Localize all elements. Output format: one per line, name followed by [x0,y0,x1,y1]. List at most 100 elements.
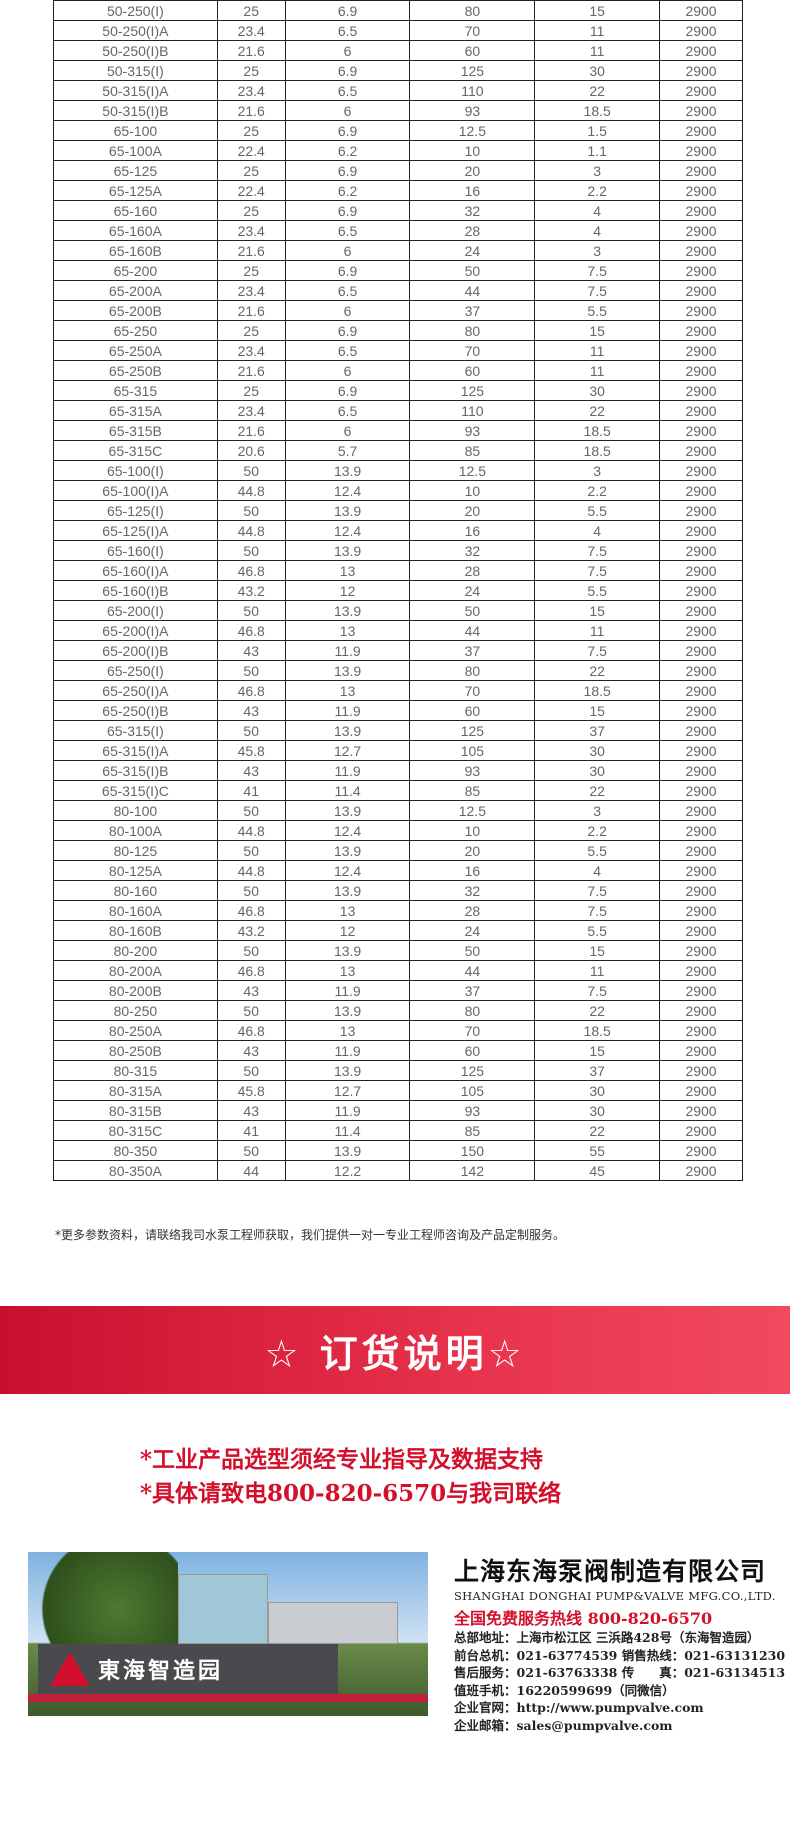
table-cell: 23.4 [216,20,286,41]
table-cell: 50-315(I)A [53,80,218,101]
table-cell: 65-160(I)A [53,560,218,581]
table-cell: 5.5 [534,300,661,321]
table-cell: 13.9 [284,500,411,521]
table-row: 65-160B 21.6 6 24 3 2900 [53,240,743,261]
table-cell: 13.9 [284,660,411,681]
table-cell: 25 [216,200,286,221]
table-cell: 2900 [659,40,743,61]
table-cell: 4 [534,520,661,541]
table-cell: 23.4 [216,400,286,421]
table-cell: 28 [409,560,536,581]
table-cell: 11.9 [284,1040,411,1061]
table-cell: 142 [409,1160,536,1181]
table-cell: 65-315A [53,400,218,421]
table-cell: 93 [409,100,536,121]
table-cell: 65-250(I) [53,660,218,681]
table-cell: 5.5 [534,840,661,861]
table-cell: 65-125(I) [53,500,218,521]
table-cell: 25 [216,60,286,81]
table-cell: 80 [409,320,536,341]
table-cell: 80-250A [53,1020,218,1041]
email[interactable]: 企业邮箱：sales@pumpvalve.com [454,1717,673,1733]
website[interactable]: 企业官网：http://www.pumpvalve.com [454,1700,704,1715]
table-cell: 93 [409,1100,536,1121]
table-cell: 2900 [659,160,743,181]
table-cell: 21.6 [216,360,286,381]
table-cell: 44 [409,620,536,641]
table-cell: 6.5 [284,220,411,241]
table-row: 65-160(I)A 46.8 13 28 7.5 2900 [53,560,743,581]
table-cell: 37 [409,300,536,321]
table-cell: 6.9 [284,120,411,141]
table-cell: 2900 [659,360,743,381]
table-cell: 44.8 [216,520,286,541]
table-row: 65-100A 22.4 6.2 10 1.1 2900 [53,140,743,161]
table-cell: 2900 [659,200,743,221]
table-cell: 11.9 [284,1100,411,1121]
table-cell: 10 [409,480,536,501]
table-cell: 105 [409,740,536,761]
table-cell: 80-125 [53,840,218,861]
table-cell: 18.5 [534,440,661,461]
table-cell: 15 [534,320,661,341]
table-cell: 2900 [659,940,743,961]
table-cell: 22 [534,660,661,681]
table-cell: 30 [534,1100,661,1121]
table-cell: 65-200(I)A [53,620,218,641]
table-row: 65-250(I)A 46.8 13 70 18.5 2900 [53,680,743,701]
table-cell: 15 [534,940,661,961]
table-cell: 65-315(I)C [53,780,218,801]
table-cell: 6 [284,100,411,121]
table-cell: 7.5 [534,280,661,301]
table-cell: 65-315(I) [53,720,218,741]
table-cell: 4 [534,860,661,881]
table-cell: 43 [216,980,286,1001]
table-row: 80-250B 43 11.9 60 15 2900 [53,1040,743,1061]
table-row: 65-250 25 6.9 80 15 2900 [53,320,743,341]
table-cell: 13 [284,680,411,701]
table-row: 80-200 50 13.9 50 15 2900 [53,940,743,961]
table-cell: 65-315(I)B [53,760,218,781]
table-cell: 22 [534,780,661,801]
table-cell: 45 [534,1160,661,1181]
table-row: 65-160 25 6.9 32 4 2900 [53,200,743,221]
table-cell: 80-160 [53,880,218,901]
table-cell: 2900 [659,980,743,1001]
table-cell: 2900 [659,780,743,801]
table-cell: 2900 [659,100,743,121]
table-cell: 20.6 [216,440,286,461]
table-cell: 80-315C [53,1120,218,1141]
company-logo-icon [50,1652,90,1686]
table-cell: 6 [284,40,411,61]
table-cell: 3 [534,240,661,261]
table-row: 65-100(I) 50 13.9 12.5 3 2900 [53,460,743,481]
table-cell: 44.8 [216,860,286,881]
table-cell: 50 [216,1060,286,1081]
table-row: 65-200A 23.4 6.5 44 7.5 2900 [53,280,743,301]
table-row: 80-350 50 13.9 150 55 2900 [53,1140,743,1161]
table-cell: 50 [216,1000,286,1021]
table-cell: 3 [534,160,661,181]
table-cell: 50 [216,500,286,521]
table-cell: 24 [409,920,536,941]
table-cell: 2900 [659,1120,743,1141]
table-cell: 30 [534,760,661,781]
table-cell: 11 [534,340,661,361]
table-cell: 50-250(I)B [53,40,218,61]
table-cell: 37 [534,1060,661,1081]
table-cell: 24 [409,240,536,261]
table-cell: 12.7 [284,1080,411,1101]
table-cell: 2900 [659,840,743,861]
table-row: 65-125A 22.4 6.2 16 2.2 2900 [53,180,743,201]
table-cell: 65-160(I)B [53,580,218,601]
table-row: 80-200A 46.8 13 44 11 2900 [53,960,743,981]
table-cell: 65-250(I)B [53,700,218,721]
table-cell: 50-315(I)B [53,100,218,121]
table-row: 50-315(I) 25 6.9 125 30 2900 [53,60,743,81]
table-cell: 6 [284,420,411,441]
table-cell: 3 [534,800,661,821]
table-cell: 70 [409,340,536,361]
table-cell: 18.5 [534,420,661,441]
table-cell: 2900 [659,800,743,821]
table-cell: 13.9 [284,1000,411,1021]
